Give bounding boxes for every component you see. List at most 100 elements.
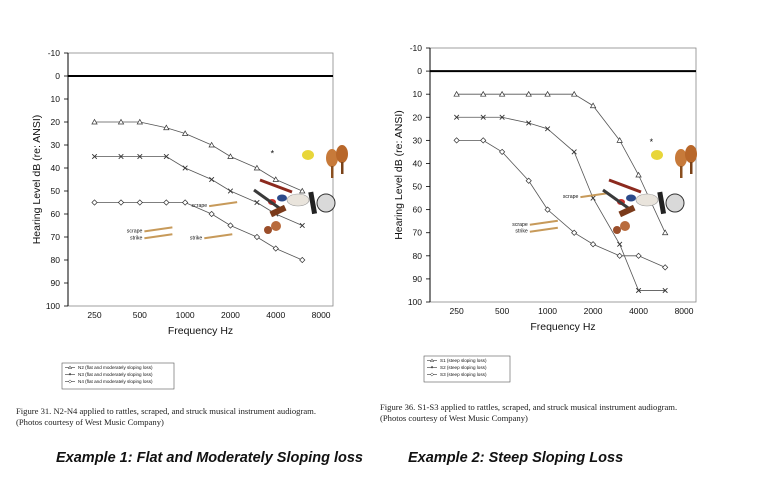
diamond-marker [227, 222, 234, 229]
x-tick-label: 8000 [312, 310, 331, 320]
figure-36-caption: Figure 36. S1-S3 applied to rattles, scr… [380, 402, 678, 423]
x-marker [118, 153, 124, 160]
maraca-handle-icon [690, 162, 693, 174]
block-icon [626, 194, 636, 202]
x-marker [182, 165, 188, 171]
y-tick-label: 80 [413, 251, 423, 261]
x-marker [635, 287, 642, 294]
maraca-icon [675, 149, 687, 167]
x-marker [254, 199, 260, 206]
y-tick-label: 10 [413, 89, 423, 99]
x-marker [544, 126, 551, 132]
instrument-annotation: scrape [192, 203, 208, 209]
mallet-icon [144, 233, 173, 240]
x-marker [163, 153, 169, 160]
legend-x-icon: × [431, 365, 434, 371]
y-tick-label: 30 [413, 135, 423, 145]
series-line [456, 93, 666, 233]
x-marker [526, 120, 532, 126]
y-tick-label: 10 [51, 94, 61, 104]
y-tick-label: 0 [55, 71, 60, 81]
plot-area [429, 47, 697, 303]
legend-entry: S1 (steep sloping loss) [440, 358, 487, 363]
instrument-annotation: * [650, 137, 654, 147]
shaker-icon [286, 193, 310, 207]
diamond-marker [635, 252, 642, 259]
y-tick-label: 30 [51, 140, 61, 150]
stick-icon [259, 178, 293, 194]
diamond-marker [299, 256, 306, 264]
y-tick-label: 60 [51, 209, 61, 219]
triangle-marker [616, 137, 623, 143]
series-line [456, 116, 666, 291]
y-tick-label: 50 [51, 186, 61, 196]
x-tick-label: 4000 [629, 306, 648, 316]
instrument-annotation: scrape [563, 194, 579, 200]
x-marker [209, 176, 215, 183]
instrument-annotation: scrape [512, 222, 528, 228]
diamond-marker [498, 148, 506, 156]
x-marker [299, 222, 305, 229]
diamond-marker [163, 199, 170, 206]
y-tick-label: 20 [413, 112, 423, 122]
triangle-marker [208, 141, 215, 148]
instrument-photos [602, 145, 697, 234]
y-tick-label: 0 [417, 66, 422, 76]
legend-diamond-icon [68, 379, 72, 384]
plot-area [67, 52, 334, 307]
x-tick-label: 1000 [176, 310, 195, 320]
instrument-photos [253, 145, 348, 234]
x-tick-label: 500 [495, 306, 509, 316]
y-tick-label: 20 [51, 117, 61, 127]
mallet-icon [208, 201, 238, 208]
x-marker [480, 114, 486, 120]
diamond-marker [117, 199, 125, 206]
diamond-marker [616, 252, 623, 259]
diamond-marker [480, 137, 487, 144]
legend-box [423, 355, 511, 383]
block-icon [277, 194, 287, 202]
triangle-marker [589, 102, 597, 109]
mallet-icon [529, 219, 558, 226]
x-axis-label: Frequency Hz [168, 325, 233, 337]
legend-entry: S3 (steep sloping loss) [440, 372, 487, 377]
stick-icon [608, 178, 642, 194]
guiro-icon [308, 191, 318, 215]
castanet-icon [264, 226, 272, 234]
x-axis-label: Frequency Hz [530, 321, 595, 333]
instrument-annotation: strike [515, 229, 528, 235]
y-tick-label: 60 [413, 205, 423, 215]
maraca-icon [685, 145, 697, 163]
instrument-annotation: strike [190, 235, 203, 241]
legend-entry: N3 (flat and moderately sloping loss) [78, 372, 153, 377]
series-line [94, 202, 303, 261]
stick-icon [253, 188, 283, 212]
diamond-marker [272, 245, 279, 252]
cabasa-icon [618, 204, 636, 218]
x-tick-label: 1000 [538, 306, 557, 316]
triangle-marker [227, 153, 234, 159]
y-tick-label: 40 [413, 158, 423, 168]
mallet-icon [144, 226, 173, 233]
x-tick-label: 500 [133, 310, 147, 320]
diamond-marker [208, 210, 215, 218]
triangle-marker [272, 176, 279, 182]
example-2-title: Example 2: Steep Sloping Loss [408, 450, 624, 466]
diamond-marker [182, 199, 189, 206]
x-marker [590, 195, 596, 201]
y-tick-label: 70 [51, 232, 61, 242]
y-tick-label: 100 [46, 301, 60, 311]
legend-box [61, 362, 175, 390]
maraca-handle-icon [680, 166, 683, 178]
triangle-marker [661, 229, 669, 236]
diamond-marker [136, 199, 143, 206]
triangle-marker [635, 171, 642, 178]
x-tick-label: 250 [450, 306, 464, 316]
series-line [94, 156, 303, 226]
triangle-marker [544, 90, 551, 97]
legend-entry: N2 (flat and moderately sloping loss) [78, 365, 153, 370]
x-marker [137, 153, 143, 160]
audiogram-chart-s1-s3: -10 0 10 20 30 40 50 60 70 80 90 100 250 500 1000 2000 4… [393, 43, 697, 383]
y-tick-label: 70 [413, 228, 423, 238]
castanet-icon [620, 221, 630, 231]
